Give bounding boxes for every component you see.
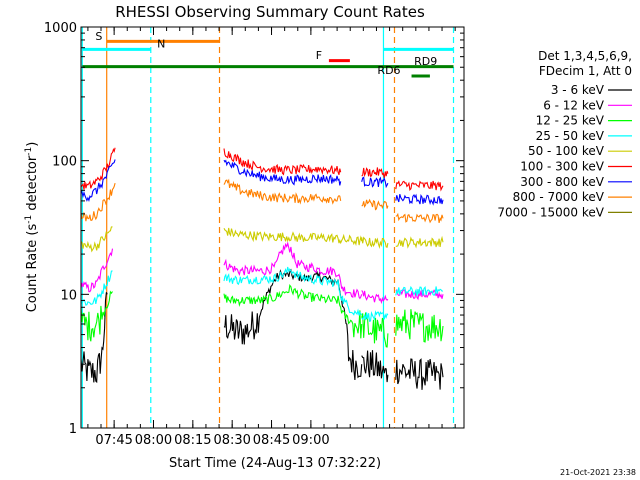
flag-label-1: N bbox=[157, 38, 165, 51]
y-axis-label: Count Rate (s-1 detector-1) bbox=[24, 142, 40, 313]
legend-label-5: 100 - 300 keV bbox=[520, 160, 604, 174]
series-5-segment-0 bbox=[81, 147, 116, 190]
y-tick-label-0: 1 bbox=[69, 422, 77, 437]
series-4-segment-1 bbox=[223, 227, 363, 247]
legend: Det 1,3,4,5,6,9, FDecim 1, Att 0 3 - 6 k… bbox=[497, 49, 632, 219]
legend-label-2: 12 - 25 keV bbox=[536, 114, 605, 128]
flag-label-0: S bbox=[95, 30, 102, 43]
series-1 bbox=[81, 241, 444, 305]
series-1-segment-0 bbox=[81, 248, 114, 293]
legend-label-8: 7000 - 15000 keV bbox=[497, 205, 604, 219]
series-0-segment-2 bbox=[361, 350, 389, 383]
series-4-segment-0 bbox=[81, 226, 113, 253]
legend-label-0: 3 - 6 keV bbox=[551, 83, 605, 97]
series-1-segment-1 bbox=[223, 241, 363, 300]
flag-label-6: RD6 bbox=[377, 64, 400, 77]
series-6-segment-3 bbox=[395, 193, 444, 206]
y-axis-label-sup1: -1 bbox=[24, 215, 34, 224]
series-5-segment-1 bbox=[223, 148, 342, 176]
series-2 bbox=[81, 283, 444, 348]
series-3-segment-2 bbox=[361, 310, 389, 323]
series-0-segment-3 bbox=[395, 358, 444, 390]
legend-header-2: FDecim 1, Att 0 bbox=[539, 64, 632, 78]
y-axis-label-mid: detector bbox=[25, 155, 40, 215]
legend-label-4: 50 - 100 keV bbox=[528, 144, 605, 158]
legend-label-6: 300 - 800 keV bbox=[520, 175, 604, 189]
series-5-segment-3 bbox=[395, 180, 444, 192]
series-2-segment-0 bbox=[81, 290, 113, 342]
x-tick-label-1: 08:00 bbox=[135, 433, 172, 448]
footer-date: 21-Oct-2021 23:38 bbox=[560, 468, 636, 477]
legend-header-1: Det 1,3,4,5,6,9, bbox=[538, 49, 632, 63]
plot-area: S N F RD9 RD6 bbox=[81, 27, 455, 428]
series-3-segment-3 bbox=[395, 285, 444, 297]
x-tick-label-2: 08:15 bbox=[174, 433, 211, 448]
series-4-segment-3 bbox=[395, 235, 444, 249]
y-tick-label-1: 10 bbox=[60, 288, 77, 303]
y-axis-label-sup2: -1 bbox=[24, 147, 34, 156]
series-6-segment-1 bbox=[223, 159, 342, 186]
y-axis-label-end: ) bbox=[25, 142, 40, 147]
x-tick-label-0: 07:45 bbox=[95, 433, 132, 448]
series-5-segment-2 bbox=[361, 167, 389, 179]
series-6-segment-0 bbox=[81, 159, 116, 203]
series-7 bbox=[81, 178, 444, 224]
series-0-segment-0 bbox=[81, 292, 108, 384]
y-tick-label-3: 1000 bbox=[44, 21, 77, 36]
x-tick-label-4: 08:45 bbox=[253, 433, 290, 448]
series-2-segment-3 bbox=[395, 309, 444, 343]
plot-frame bbox=[80, 26, 465, 429]
chart-title: RHESSI Observing Summary Count Rates bbox=[115, 3, 425, 21]
series-6 bbox=[81, 159, 444, 206]
series-7-segment-1 bbox=[223, 178, 342, 205]
series-3 bbox=[81, 266, 444, 323]
series-7-segment-2 bbox=[361, 198, 389, 211]
axes: 1 10 100 1000 07:45 08:00 08:15 08:30 08:45 09:00 bbox=[44, 21, 464, 448]
legend-label-1: 6 - 12 keV bbox=[543, 98, 605, 112]
series-0 bbox=[81, 268, 444, 390]
x-tick-label-5: 09:00 bbox=[292, 433, 329, 448]
series-4-segment-2 bbox=[361, 236, 389, 249]
y-axis-label-main: Count Rate (s bbox=[25, 224, 40, 313]
series-3-segment-1 bbox=[223, 266, 363, 316]
legend-label-7: 800 - 7000 keV bbox=[513, 190, 605, 204]
series-6-segment-2 bbox=[361, 176, 389, 189]
series-7-segment-0 bbox=[81, 182, 116, 222]
y-tick-label-2: 100 bbox=[52, 155, 77, 170]
series-3-segment-0 bbox=[81, 270, 113, 306]
series-7-segment-3 bbox=[395, 212, 444, 224]
series-2-segment-1 bbox=[223, 283, 363, 339]
series-5 bbox=[81, 147, 444, 192]
legend-label-3: 25 - 50 keV bbox=[536, 129, 605, 143]
x-tick-label-3: 08:30 bbox=[213, 433, 250, 448]
flag-label-4: F bbox=[316, 49, 322, 62]
x-axis-label: Start Time (24-Aug-13 07:32:22) bbox=[169, 456, 381, 471]
series-1-segment-2 bbox=[361, 290, 389, 305]
series-4 bbox=[81, 226, 444, 253]
flag-label-5: RD9 bbox=[414, 55, 437, 68]
